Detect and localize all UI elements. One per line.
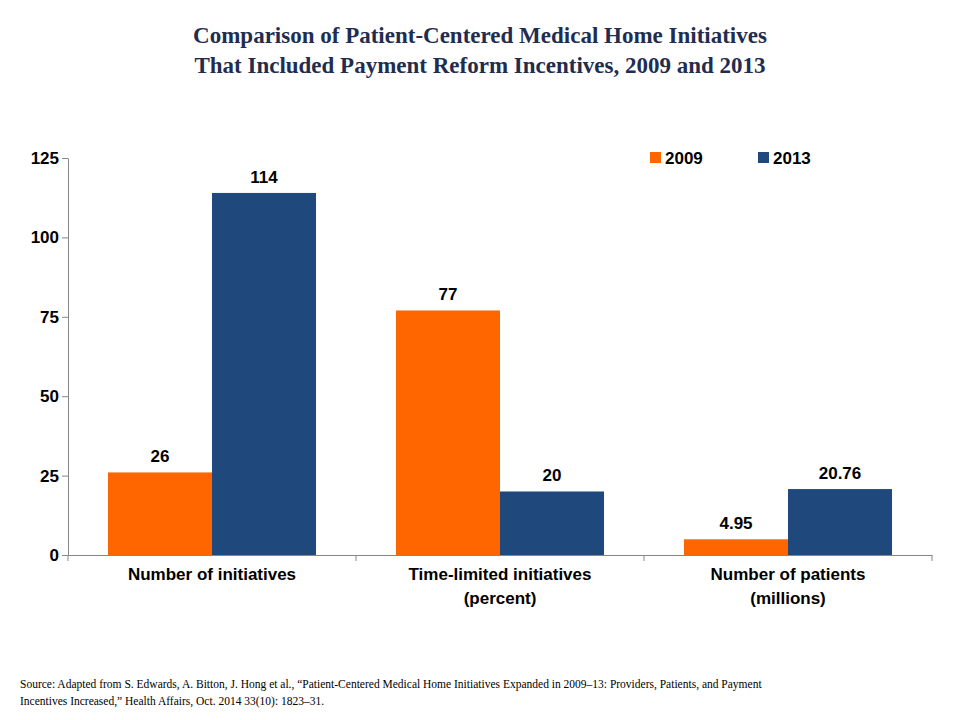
legend-label: 2009	[665, 149, 703, 168]
y-tick-mark	[62, 237, 68, 238]
y-tick-mark	[62, 396, 68, 397]
data-label: 20.76	[819, 464, 862, 483]
x-tick: Time-limited initiatives (percent)	[409, 565, 592, 608]
legend-swatch	[758, 152, 769, 163]
y-tick-label: 25	[40, 467, 59, 486]
data-label: 4.95	[719, 514, 752, 533]
y-tick: 100	[31, 228, 68, 247]
y-tick: 75	[40, 308, 68, 327]
bar	[108, 472, 212, 555]
data-label: 77	[439, 285, 458, 304]
y-tick-mark	[62, 158, 68, 159]
x-tick-label-line: (percent)	[464, 589, 537, 608]
source-note: Incentives Increased,” Health Affairs, O…	[20, 695, 324, 708]
x-tick-label-line: (millions)	[750, 589, 826, 608]
x-tick-label: Number of initiatives	[128, 565, 296, 584]
x-tick-separator	[68, 555, 69, 561]
chart: Comparison of Patient-Centered Medical H…	[0, 0, 960, 720]
x-tick-label: Time-limited initiatives (percent)	[409, 565, 592, 608]
bar	[396, 310, 500, 555]
x-axis: Number of initiatives Time-limited initia…	[69, 556, 933, 609]
y-tick-label: 50	[40, 387, 59, 406]
bar	[684, 539, 788, 555]
title-group: Comparison of Patient-Centered Medical H…	[193, 23, 767, 78]
data-labels: 26 77 4.95 114 20 20.76	[151, 168, 862, 533]
x-tick-separator	[644, 555, 645, 561]
x-tick-label: Number of patients (millions)	[711, 565, 866, 608]
x-tick-separator	[932, 555, 933, 561]
bars	[108, 193, 892, 555]
title: That Included Payment Reform Incentives,…	[194, 53, 765, 78]
y-tick-mark	[62, 555, 68, 556]
y-axis-line	[68, 159, 69, 556]
x-tick: Number of patients (millions)	[711, 565, 866, 608]
legend: 2009 2013	[650, 149, 811, 168]
data-label: 114	[250, 168, 278, 187]
y-tick-mark	[62, 476, 68, 477]
y-tick: 50	[40, 387, 68, 406]
x-axis-line	[69, 555, 933, 556]
title: Comparison of Patient-Centered Medical H…	[193, 23, 767, 48]
y-axis: 0 25 50 75 100 125	[31, 149, 69, 565]
bar	[788, 489, 892, 555]
bar	[500, 491, 604, 555]
data-label: 26	[151, 447, 170, 466]
x-tick: Number of initiatives	[128, 565, 296, 584]
y-tick-label: 0	[50, 546, 59, 565]
legend-label: 2013	[773, 149, 811, 168]
x-tick-separator	[356, 555, 357, 561]
y-tick-label: 75	[40, 308, 59, 327]
x-tick-label-line: Number of initiatives	[128, 565, 296, 584]
y-tick: 25	[40, 467, 68, 486]
y-tick: 0	[50, 546, 68, 565]
y-tick-mark	[62, 317, 68, 318]
legend-swatch	[650, 152, 661, 163]
y-tick-label: 100	[31, 228, 59, 247]
y-tick: 125	[31, 149, 68, 168]
x-tick-label-line: Time-limited initiatives	[409, 565, 592, 584]
x-tick-label-line: Number of patients	[711, 565, 866, 584]
data-label: 20	[543, 466, 562, 485]
y-tick-label: 125	[31, 149, 59, 168]
source: Source: Adapted from S. Edwards, A. Bitt…	[20, 678, 762, 708]
bar	[212, 193, 316, 555]
source-note: Source: Adapted from S. Edwards, A. Bitt…	[20, 678, 762, 691]
